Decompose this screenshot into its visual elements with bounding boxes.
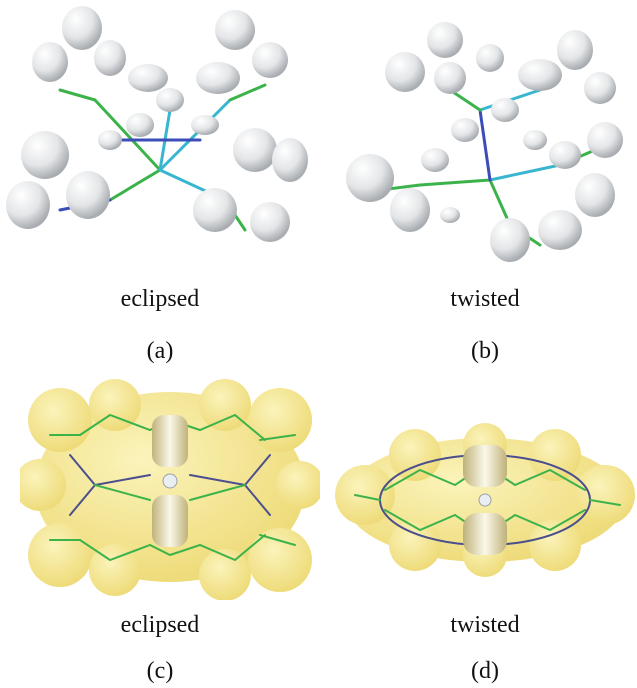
panel-a-caption: eclipsed (120, 286, 200, 312)
panel-d-caption: twisted (450, 612, 520, 638)
panel-d-label: (d) (471, 658, 499, 684)
panel-c-label: (c) (146, 658, 174, 684)
panel-b-caption: twisted (450, 286, 520, 312)
panel-c-eclipsed-isosurface (20, 375, 320, 600)
panel-c-caption: eclipsed (120, 612, 200, 638)
molecule-b-illustration (346, 22, 623, 262)
panel-b-twisted-molecule (330, 10, 637, 270)
panel-a-eclipsed-molecule (0, 0, 330, 270)
panel-d-twisted-isosurface (335, 415, 635, 585)
molecule-a-illustration (6, 6, 308, 242)
panel-a-label: (a) (146, 338, 174, 364)
isosurface-c-illustration (20, 379, 320, 600)
isosurface-d-illustration (335, 423, 635, 577)
panel-b-label: (b) (471, 338, 499, 364)
